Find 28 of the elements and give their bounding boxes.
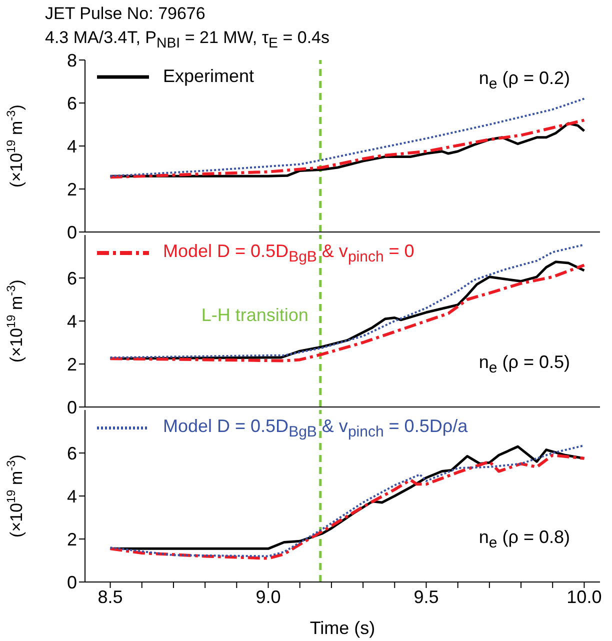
ref-line-label: L-H transition — [201, 305, 308, 325]
x-tick-label: 10.0 — [566, 586, 602, 607]
y-tick-label: 8 — [66, 50, 77, 70]
y-tick-label: 0 — [66, 397, 77, 418]
x-tick-label: 9.5 — [414, 586, 439, 607]
annotation: n$_{e}$ (ρ = 0.5) — [478, 352, 570, 377]
y-tick-label: 2 — [66, 179, 77, 200]
annotation: n$_{e}$ (ρ = 0.8) — [478, 527, 570, 552]
chart-subtitle: 4.3 MA/3.4T, P$_{NBI}$ = 21 MW, τ$_{E}$ = 0.4s — [45, 28, 330, 52]
y-tick-label: 0 — [66, 222, 77, 242]
x-axis-title: Time (s) — [310, 618, 376, 638]
y-tick-label: 6 — [66, 93, 77, 114]
y-tick-label: 0 — [66, 572, 77, 592]
y-tick-label: 4 — [66, 486, 77, 506]
legend-label: Model D = 0.5D$_{BgB}$ & v$_{pinch}$ = 0.5Dρ/a — [163, 416, 468, 441]
y-tick-label: 6 — [66, 268, 77, 288]
y-tick-label: 2 — [66, 354, 77, 374]
line-series — [109, 98, 586, 178]
legend-label: Experiment — [163, 66, 254, 87]
annotation: n$_{e}$ (ρ = 0.2) — [478, 68, 570, 93]
chart-title: JET Pulse No: 79676 — [45, 3, 206, 25]
y-tick-label: 6 — [66, 443, 77, 464]
x-tick-label: 9.0 — [256, 586, 281, 607]
y-tick-label: 4 — [66, 136, 77, 156]
legend-label: Model D = 0.5D$_{BgB}$ & v$_{pinch}$ = 0 — [163, 241, 414, 266]
y-tick-label: 2 — [66, 529, 77, 550]
y-tick-label: 4 — [66, 311, 77, 332]
x-tick-label: 8.5 — [98, 586, 123, 607]
